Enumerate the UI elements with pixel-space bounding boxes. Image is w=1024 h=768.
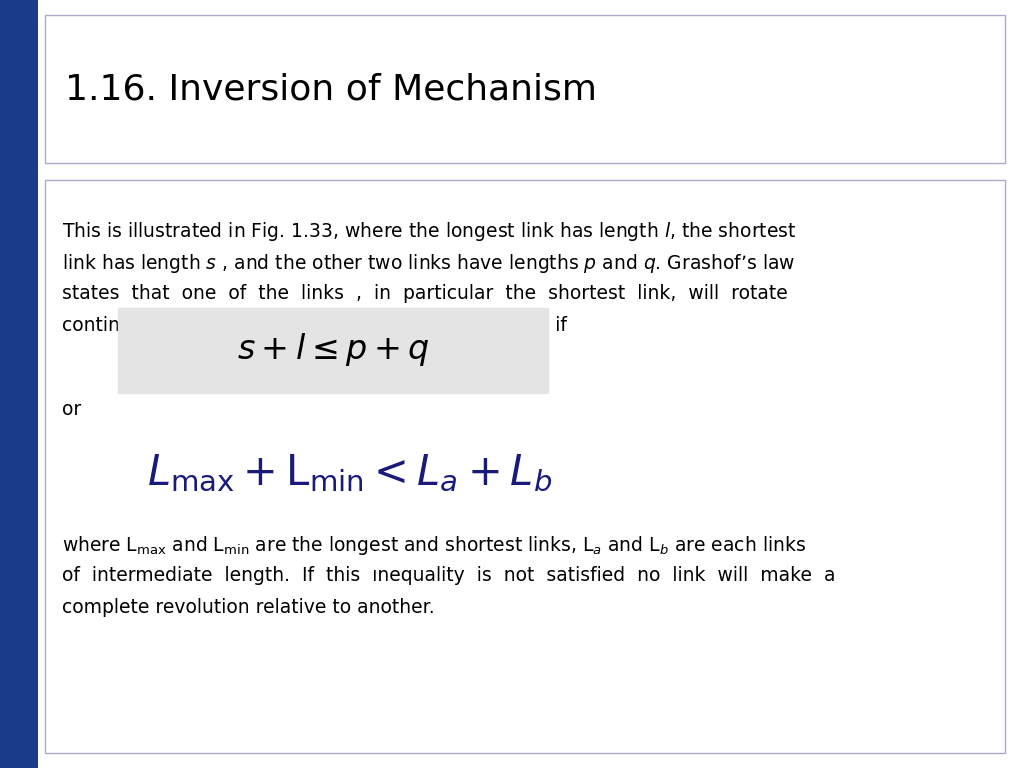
Text: $L_{\mathrm{max}} + \mathrm{L}_{\mathrm{min}} < L_a + L_b$: $L_{\mathrm{max}} + \mathrm{L}_{\mathrm{… bbox=[147, 452, 553, 494]
Text: of  intermediate  length.  If  this  ınequality  is  not  satisfied  no  link  w: of intermediate length. If this ınequali… bbox=[62, 566, 836, 585]
Text: where L$_{\mathrm{max}}$ and L$_{\mathrm{min}}$ are the longest and shortest lin: where L$_{\mathrm{max}}$ and L$_{\mathrm… bbox=[62, 534, 806, 557]
FancyBboxPatch shape bbox=[45, 15, 1005, 163]
Text: link has length $s$ , and the other two links have lengths $p$ and $q$. Grashof’: link has length $s$ , and the other two … bbox=[62, 252, 796, 275]
Text: This is illustrated in Fig. 1.33, where the longest link has length $l$, the sho: This is illustrated in Fig. 1.33, where … bbox=[62, 220, 797, 243]
Text: or: or bbox=[62, 400, 81, 419]
Text: $s + l \leq p + q$: $s + l \leq p + q$ bbox=[237, 332, 429, 369]
Text: continuously relative to the other three links if only  if: continuously relative to the other three… bbox=[62, 316, 567, 335]
Text: 1.16. Inversion of Mechanism: 1.16. Inversion of Mechanism bbox=[65, 72, 597, 106]
FancyBboxPatch shape bbox=[118, 308, 548, 393]
FancyBboxPatch shape bbox=[45, 180, 1005, 753]
Text: complete revolution relative to another.: complete revolution relative to another. bbox=[62, 598, 434, 617]
Text: states  that  one  of  the  links  ,  in  particular  the  shortest  link,  will: states that one of the links , in partic… bbox=[62, 284, 787, 303]
Bar bbox=[0, 0, 38, 768]
